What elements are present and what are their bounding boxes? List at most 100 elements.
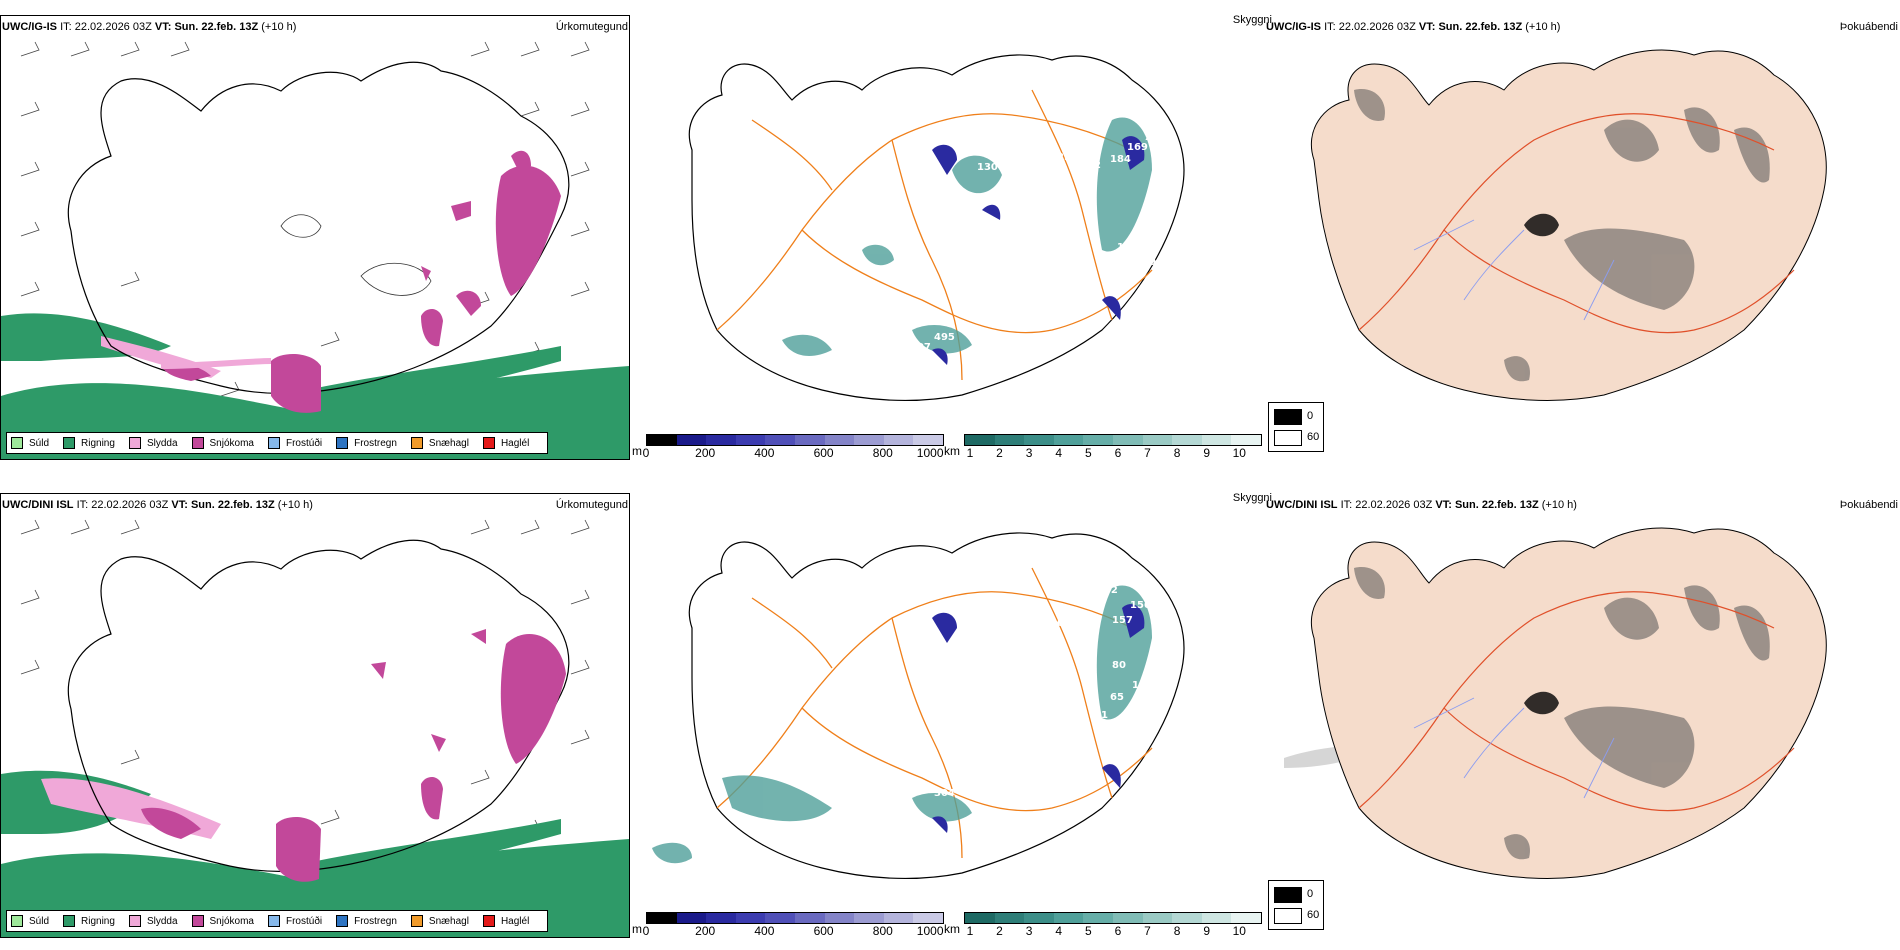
cloud-base-value: 71 [944, 832, 958, 843]
legend-item-slydda: Slydda [128, 437, 178, 449]
cloud-base-value: 80 [1112, 660, 1126, 671]
colorbar-unit: km [944, 922, 960, 936]
legend-item-sudl: Súld [11, 437, 49, 449]
colorbar-tick: 9 [1203, 924, 1211, 938]
visibility-map: 71 33 132 156 157 118 125 107 166 80 124… [652, 532, 1185, 880]
iceland-outline [67, 61, 570, 395]
cloud-base-colorbar: m 0 200 400 600 800 1000 [632, 434, 944, 460]
legend-item-haglel: Haglél [482, 437, 529, 449]
fog-panel: UWC/IG-IS IT: 22.02.2026 03Z VT: Sun. 22… [1264, 0, 1900, 460]
cloud-base-values: 71 33 132 156 157 118 125 107 166 80 124… [910, 568, 1166, 843]
cloud-base-value: 130 [977, 162, 998, 173]
legend-item-frostregn: Frostregn [336, 437, 397, 449]
snow-areas [141, 629, 566, 882]
cloud-base-value: 118 [987, 605, 1008, 616]
colorbar-swatches [964, 434, 1262, 446]
cloud-base-value: 11 [974, 222, 988, 233]
legend-swatch [191, 915, 204, 927]
fog-dark-spot [1524, 691, 1559, 715]
colorbar-tick: 800 [872, 924, 893, 938]
panel-title: Skyggni [1232, 14, 1272, 26]
wind-barbs [20, 41, 590, 407]
cloud-base-value: 57 [944, 364, 958, 375]
legend-item-frostudi: Frostúði [267, 915, 322, 927]
cloud-base-value: 49 [1092, 104, 1106, 115]
colorbar-tick: 200 [695, 446, 716, 460]
low-visibility-areas [652, 585, 1152, 864]
colorbar-tick: 400 [754, 446, 775, 460]
fog-map [1284, 527, 1827, 879]
cloud-base-value: 22 [1087, 160, 1101, 171]
iceland-outline [67, 539, 570, 873]
legend-item-sudl: Súld [11, 915, 49, 927]
cloud-base-value: 124 [1027, 662, 1048, 673]
panel-title: Úrkomutegund [555, 499, 628, 511]
legend-item-haglel: Haglél [482, 915, 529, 927]
colorbar-swatches [646, 434, 944, 446]
legend-swatch [410, 437, 423, 449]
legend-item-slydda: Slydda [128, 915, 178, 927]
fog-legend-swatch [1274, 430, 1302, 446]
fog-legend-label: 0 [1307, 410, 1314, 422]
iceland-outline [688, 532, 1185, 880]
cloud-base-value: 153 [910, 820, 931, 831]
rivers [1413, 219, 1615, 321]
colorbar-tick: 1 [966, 924, 974, 938]
cloud-base-areas [932, 604, 1145, 833]
roads [1358, 113, 1795, 334]
fog-shading [1354, 567, 1770, 860]
glaciers [280, 214, 432, 296]
colorbar-unit: m [632, 922, 642, 936]
legend-swatch [267, 437, 280, 449]
precip-legend: Súld Rigning Slydda Snjókoma Frostúði Fr… [6, 432, 549, 454]
cloud-base-value: 76 [1152, 192, 1166, 203]
colorbar-tick: 600 [813, 446, 834, 460]
legend-swatch [191, 437, 204, 449]
fog-map [1310, 49, 1827, 401]
legend-item-rigning: Rigning [63, 437, 115, 449]
cloud-base-value: 33 [1117, 568, 1131, 579]
cloud-base-values: 49 22 184 129 111 130 158 70 101 11 17 1… [910, 104, 1182, 375]
fog-legend-label: 60 [1307, 431, 1320, 443]
legend-swatch [410, 915, 423, 927]
snow-areas [161, 150, 561, 413]
rain-band [281, 346, 561, 416]
legend-item-frostregn: Frostregn [336, 915, 397, 927]
iceland-outline [688, 54, 1185, 402]
fog-shading [1354, 89, 1770, 382]
fog-legend-label: 60 [1307, 909, 1320, 921]
cloud-base-value: 58 [1064, 308, 1078, 319]
legend-item-rigning: Rigning [63, 915, 115, 927]
roads [1358, 591, 1795, 812]
precip-type-map [1, 41, 629, 459]
cloud-base-value: 111 [985, 150, 1006, 161]
cloud-base-value: 157 [1112, 615, 1133, 626]
visibility-panel: 49 22 184 129 111 130 158 70 101 11 17 1… [632, 0, 1272, 460]
colorbar-tick: 600 [813, 924, 834, 938]
fog-legend-label: 0 [1307, 888, 1314, 900]
legend-swatch [63, 437, 76, 449]
legend-swatch [11, 915, 23, 927]
legend-swatch [11, 437, 23, 449]
cloud-base-value: 107 [1050, 618, 1071, 629]
colorbar-tick: 3 [1025, 924, 1033, 938]
cloud-base-value: 65 [1110, 692, 1124, 703]
legend-swatch [482, 437, 495, 449]
cloud-base-value: 101 [1027, 217, 1048, 228]
panel-title: Þokuábendi [1839, 499, 1898, 511]
rivers [1413, 697, 1615, 799]
colorbar-unit: m [632, 444, 642, 458]
fog-legend: 0 60 [1268, 402, 1324, 452]
cloud-base-value: 55 [1064, 742, 1078, 753]
colorbar-tick: 8 [1173, 924, 1181, 938]
cloud-base-value: 158 [1004, 172, 1025, 183]
legend-item-snaehagl: Snæhagl [410, 915, 469, 927]
colorbar-ticks: 1 2 3 4 5 6 7 8 9 10 [964, 924, 1260, 938]
legend-swatch [267, 915, 280, 927]
colorbar-ticks: 1 2 3 4 5 6 7 8 9 10 [964, 446, 1260, 460]
colorbar-tick: 7 [1144, 924, 1151, 938]
cloud-base-areas [932, 136, 1145, 365]
colorbar-tick: 8 [1173, 446, 1181, 460]
cloud-base-value: 89 [1062, 722, 1076, 733]
colorbar-tick: 1 [966, 446, 974, 460]
